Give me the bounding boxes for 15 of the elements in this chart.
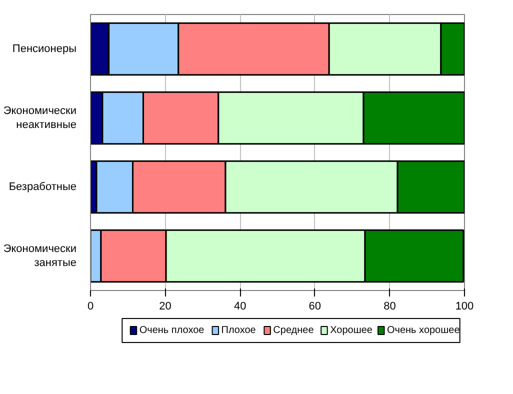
x-tick-label: 0 xyxy=(87,300,94,312)
legend-label: Очень плохое xyxy=(139,325,205,336)
y-tick-label: Экономически занятые xyxy=(3,242,77,270)
x-tick-label: 60 xyxy=(308,300,322,312)
legend-label: Очень хорошее xyxy=(386,325,460,336)
y-tick-label: Экономически неактивные xyxy=(3,104,77,132)
x-tick-label: 40 xyxy=(234,300,246,312)
y-tick-label: Безработные xyxy=(8,181,76,193)
x-tick-label: 20 xyxy=(159,300,172,312)
x-tick-label: 80 xyxy=(384,300,396,312)
legend-label: Плохое xyxy=(221,325,256,336)
legend-label: Среднее xyxy=(273,325,314,336)
legend-label: Хорошее xyxy=(330,325,373,336)
x-tick-label: 100 xyxy=(455,300,474,312)
y-tick-label: Пенсионеры xyxy=(12,43,77,55)
